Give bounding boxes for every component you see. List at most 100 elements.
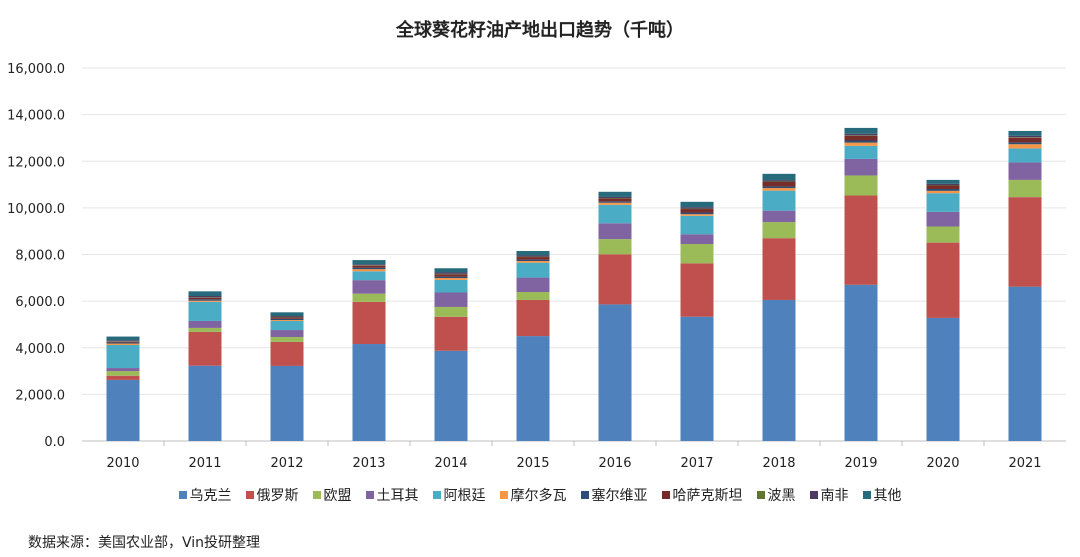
bar-segment-2015	[516, 262, 550, 278]
bar-segment-2015	[516, 251, 550, 256]
bar-segment-2010	[106, 342, 140, 344]
bar-segment-2016	[598, 198, 632, 202]
legend-item: 摩尔多瓦	[499, 485, 567, 505]
bar-segment-2018	[762, 186, 796, 189]
bar-segment-2018	[762, 299, 796, 441]
bar-segment-2013	[352, 280, 386, 294]
bar-segment-2014	[434, 268, 468, 273]
bar-segment-2011	[188, 301, 222, 321]
bar-segment-2017	[680, 212, 714, 215]
bar-segment-2014	[434, 278, 468, 280]
bar-segment-2011	[188, 365, 222, 441]
bar-segment-2018	[762, 222, 796, 239]
bar-segment-2021	[1008, 137, 1042, 143]
bar-segment-2020	[926, 190, 960, 194]
bar-segment-2018	[762, 173, 796, 181]
bar-segment-2014	[434, 292, 468, 307]
bar-segment-2012	[270, 337, 304, 342]
bar-segment-2016	[598, 204, 632, 224]
legend-swatch	[365, 491, 374, 499]
x-tick-label: 2021	[1008, 456, 1041, 471]
bar-segment-2015	[516, 255, 550, 257]
bar-segment-2013	[352, 260, 386, 265]
chart-title: 全球葵花籽油产地出口趋势（千吨）	[396, 20, 684, 41]
bar-segment-2019	[844, 135, 878, 141]
legend-label: 南非	[820, 488, 849, 504]
legend-label: 俄罗斯	[256, 488, 299, 504]
legend-label: 其他	[873, 488, 902, 504]
bar-segment-2010	[106, 379, 140, 441]
bar-segment-2020	[926, 226, 960, 243]
bar-segment-2011	[188, 297, 222, 300]
bar-segment-2020	[926, 211, 960, 227]
legend-swatch	[245, 491, 254, 499]
bar-segment-2012	[270, 320, 304, 321]
bar-segment-2015	[516, 257, 550, 260]
bar-segment-2013	[352, 271, 386, 281]
bar-segment-2012	[270, 312, 304, 317]
bar-segment-2021	[1008, 148, 1042, 163]
bar-segment-2021	[1008, 144, 1042, 149]
bar-segment-2016	[598, 254, 632, 305]
legend-label: 波黑	[767, 488, 796, 504]
bar-segment-2015	[516, 299, 550, 337]
bar-segment-2010	[106, 371, 140, 376]
bar-segment-2013	[352, 265, 386, 268]
bar-segment-2017	[680, 207, 714, 209]
y-tick-label: 16,000.0	[7, 62, 65, 77]
bar-segment-2018	[762, 188, 796, 191]
y-tick-label: 0.0	[44, 435, 65, 450]
legend-swatch	[499, 491, 508, 499]
bar-segment-2019	[844, 142, 878, 146]
legend-swatch	[312, 491, 321, 499]
bar-segment-2020	[926, 183, 960, 186]
bar-segment-2012	[270, 317, 304, 319]
bar-segment-2017	[680, 215, 714, 235]
bar-segment-2012	[270, 330, 304, 338]
bar-segment-2012	[270, 365, 304, 441]
legend-label: 乌克兰	[189, 488, 232, 504]
bar-segment-2014	[434, 350, 468, 441]
bar-segment-2017	[680, 316, 714, 441]
x-tick-label: 2010	[106, 456, 139, 471]
legend-item: 俄罗斯	[245, 485, 299, 505]
y-tick-label: 14,000.0	[7, 109, 65, 124]
bar-segment-2020	[926, 193, 960, 212]
bar-segment-2019	[844, 284, 878, 441]
y-tick-label: 10,000.0	[7, 202, 65, 217]
legend-label: 摩尔多瓦	[510, 488, 567, 504]
bar-segment-2014	[434, 279, 468, 293]
bar-segment-2019	[844, 145, 878, 159]
bar-segment-2014	[434, 272, 468, 274]
bar-segment-2010	[106, 341, 140, 343]
legend: 乌克兰 俄罗斯 欧盟 土耳其 阿根廷 摩尔多瓦 塞尔维亚 哈萨克斯坦 波黑 南非 其他	[0, 485, 1080, 505]
bar-segment-2019	[844, 195, 878, 285]
bar-segment-2017	[680, 244, 714, 264]
legend-label: 塞尔维亚	[591, 488, 648, 504]
x-tick-label: 2019	[844, 456, 877, 471]
y-tick-label: 6,000.0	[15, 295, 65, 310]
bar-segment-2021	[1008, 179, 1042, 198]
bar-segment-2011	[188, 299, 222, 301]
legend-swatch	[580, 491, 589, 499]
bar-segment-2016	[598, 304, 632, 441]
bar-segment-2015	[516, 259, 550, 262]
bar-segment-2018	[762, 190, 796, 211]
bar-segment-2020	[926, 185, 960, 189]
bar-segment-2010	[106, 343, 140, 345]
legend-label: 土耳其	[376, 488, 419, 504]
bar-segment-2010	[106, 368, 140, 372]
bar-segment-2011	[188, 327, 222, 332]
x-tick-label: 2016	[598, 456, 631, 471]
legend-label: 哈萨克斯坦	[672, 488, 743, 504]
bar-segment-2016	[598, 202, 632, 205]
bar-segment-2019	[844, 175, 878, 196]
bar-segment-2021	[1008, 197, 1042, 287]
bar-segment-2016	[598, 201, 632, 203]
x-tick-label: 2014	[434, 456, 467, 471]
bar-segment-2013	[352, 301, 386, 345]
bar-segment-2011	[188, 300, 222, 302]
bar-segment-2019	[844, 127, 878, 134]
bar-segment-2012	[270, 318, 304, 321]
bar-segment-2015	[516, 261, 550, 263]
